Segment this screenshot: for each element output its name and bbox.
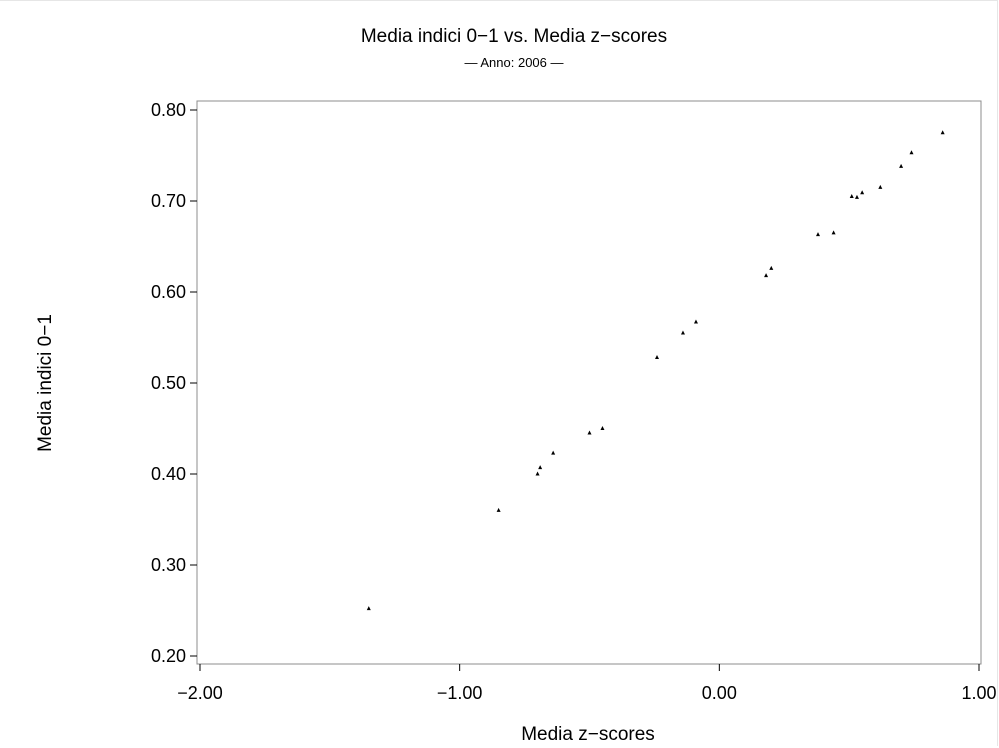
data-point [366,606,371,611]
data-point [535,471,540,476]
data-point [860,190,865,195]
y-tick-label: 0.80 [151,100,186,120]
x-tick-label: −2.00 [177,683,223,703]
data-point [854,194,859,199]
data-point [587,430,592,435]
data-point [940,130,945,135]
x-tick-label: 1.00 [961,683,996,703]
data-point [693,319,698,324]
data-point [878,184,883,189]
y-tick-label: 0.50 [151,373,186,393]
data-point [899,163,904,168]
chart-title: Media indici 0−1 vs. Media z−scores [361,26,667,47]
y-tick-label: 0.40 [151,464,186,484]
data-point [551,450,556,455]
data-point [769,265,774,270]
data-point [831,230,836,235]
data-points [366,130,945,611]
data-point [538,465,543,470]
data-point [496,507,501,512]
x-tick-label: 0.00 [702,683,737,703]
y-tick-label: 0.20 [151,646,186,666]
y-axis: 0.20 0.30 0.40 0.50 0.60 0.70 0.80 [151,100,197,666]
y-tick-label: 0.70 [151,191,186,211]
x-axis: −2.00 −1.00 0.00 1.00 [177,664,997,703]
data-point [909,150,914,155]
y-tick-label: 0.30 [151,555,186,575]
data-point [655,355,660,360]
x-tick-label: −1.00 [437,683,483,703]
plot-area-border [196,100,982,665]
data-point [764,273,769,278]
y-tick-label: 0.60 [151,282,186,302]
data-point [849,193,854,198]
y-axis-label: Media indici 0−1 [35,314,56,452]
data-point [680,330,685,335]
data-point [600,426,605,430]
chart-subtitle: — Anno: 2006 — [464,55,563,70]
x-axis-label: Media z−scores [521,724,655,745]
data-point [816,232,821,237]
